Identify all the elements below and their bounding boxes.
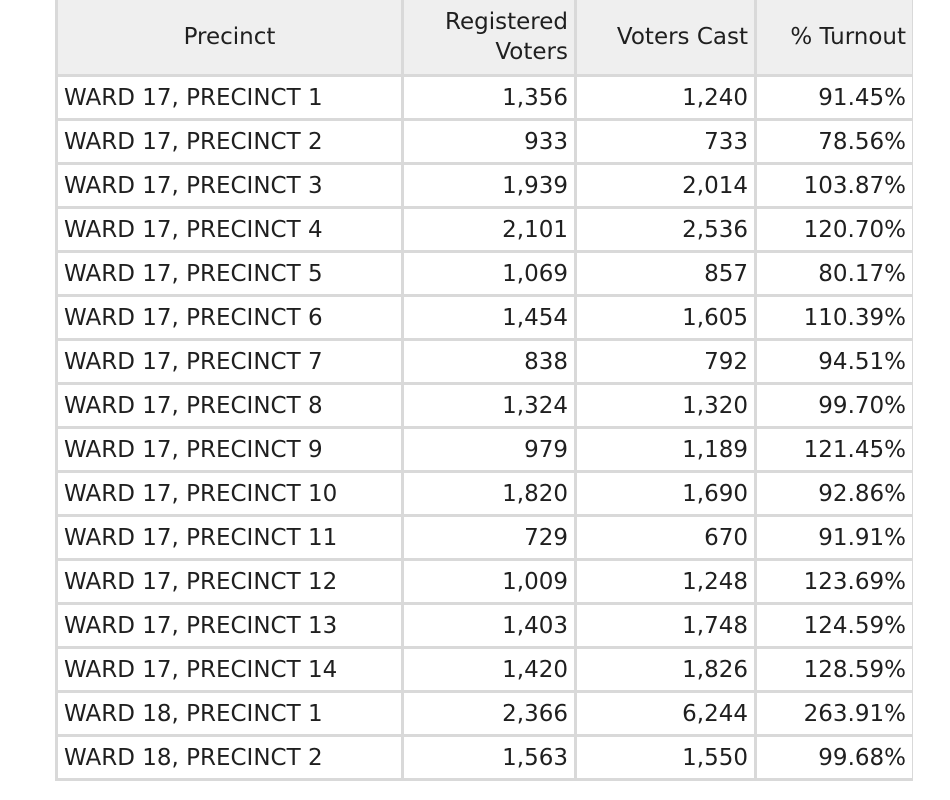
registered-voters-cell: 838 [401, 338, 577, 385]
table-row: WARD 17, PRECINCT 14 1,420 1,826 128.59% [55, 646, 913, 693]
registered-voters-cell: 729 [401, 514, 577, 561]
table-row: WARD 17, PRECINCT 8 1,324 1,320 99.70% [55, 382, 913, 429]
precinct-cell: WARD 17, PRECINCT 2 [55, 118, 404, 165]
table-header: Precinct Registered Voters Voters Cast %… [55, 0, 913, 77]
precinct-cell: WARD 17, PRECINCT 7 [55, 338, 404, 385]
table-row: WARD 18, PRECINCT 2 1,563 1,550 99.68% [55, 734, 913, 781]
table-row: WARD 17, PRECINCT 11 729 670 91.91% [55, 514, 913, 561]
table-row: WARD 18, PRECINCT 1 2,366 6,244 263.91% [55, 690, 913, 737]
turnout-cell: 80.17% [754, 250, 913, 297]
voters-cast-cell: 1,690 [574, 470, 757, 517]
header-turnout: % Turnout [754, 0, 913, 77]
registered-voters-cell: 1,069 [401, 250, 577, 297]
turnout-cell: 121.45% [754, 426, 913, 473]
precinct-cell: WARD 17, PRECINCT 1 [55, 74, 404, 121]
turnout-cell: 263.91% [754, 690, 913, 737]
header-registered-line2: Voters [495, 39, 568, 65]
voters-cast-cell: 2,536 [574, 206, 757, 253]
turnout-cell: 99.68% [754, 734, 913, 781]
precinct-cell: WARD 17, PRECINCT 3 [55, 162, 404, 209]
voters-cast-cell: 6,244 [574, 690, 757, 737]
header-row: Precinct Registered Voters Voters Cast %… [55, 0, 913, 77]
turnout-cell: 94.51% [754, 338, 913, 385]
turnout-cell: 78.56% [754, 118, 913, 165]
registered-voters-cell: 2,366 [401, 690, 577, 737]
table-row: WARD 17, PRECINCT 4 2,101 2,536 120.70% [55, 206, 913, 253]
voters-cast-cell: 1,189 [574, 426, 757, 473]
registered-voters-cell: 1,403 [401, 602, 577, 649]
precinct-cell: WARD 17, PRECINCT 12 [55, 558, 404, 605]
registered-voters-cell: 933 [401, 118, 577, 165]
registered-voters-cell: 1,454 [401, 294, 577, 341]
header-voters-cast: Voters Cast [574, 0, 757, 77]
turnout-cell: 120.70% [754, 206, 913, 253]
precinct-cell: WARD 17, PRECINCT 14 [55, 646, 404, 693]
registered-voters-cell: 2,101 [401, 206, 577, 253]
precinct-cell: WARD 17, PRECINCT 8 [55, 382, 404, 429]
voters-cast-cell: 857 [574, 250, 757, 297]
precinct-cell: WARD 17, PRECINCT 10 [55, 470, 404, 517]
turnout-cell: 110.39% [754, 294, 913, 341]
registered-voters-cell: 1,939 [401, 162, 577, 209]
table-row: WARD 17, PRECINCT 7 838 792 94.51% [55, 338, 913, 385]
header-precinct: Precinct [55, 0, 404, 77]
voters-cast-cell: 1,748 [574, 602, 757, 649]
turnout-cell: 123.69% [754, 558, 913, 605]
registered-voters-cell: 1,820 [401, 470, 577, 517]
turnout-cell: 124.59% [754, 602, 913, 649]
turnout-cell: 92.86% [754, 470, 913, 517]
table-row: WARD 17, PRECINCT 10 1,820 1,690 92.86% [55, 470, 913, 517]
table-row: WARD 17, PRECINCT 13 1,403 1,748 124.59% [55, 602, 913, 649]
precinct-cell: WARD 17, PRECINCT 6 [55, 294, 404, 341]
table-row: WARD 17, PRECINCT 6 1,454 1,605 110.39% [55, 294, 913, 341]
table-row: WARD 17, PRECINCT 12 1,009 1,248 123.69% [55, 558, 913, 605]
table-row: WARD 17, PRECINCT 9 979 1,189 121.45% [55, 426, 913, 473]
registered-voters-cell: 1,009 [401, 558, 577, 605]
table-row: WARD 17, PRECINCT 2 933 733 78.56% [55, 118, 913, 165]
voters-cast-cell: 670 [574, 514, 757, 561]
voters-cast-cell: 792 [574, 338, 757, 385]
voters-cast-cell: 1,240 [574, 74, 757, 121]
voters-cast-cell: 1,550 [574, 734, 757, 781]
table-row: WARD 17, PRECINCT 1 1,356 1,240 91.45% [55, 74, 913, 121]
turnout-cell: 91.45% [754, 74, 913, 121]
turnout-cell: 128.59% [754, 646, 913, 693]
registered-voters-cell: 1,563 [401, 734, 577, 781]
precinct-cell: WARD 18, PRECINCT 1 [55, 690, 404, 737]
table-row: WARD 17, PRECINCT 3 1,939 2,014 103.87% [55, 162, 913, 209]
voters-cast-cell: 1,320 [574, 382, 757, 429]
header-registered-voters: Registered Voters [401, 0, 577, 77]
voters-cast-cell: 1,248 [574, 558, 757, 605]
table-row: WARD 17, PRECINCT 5 1,069 857 80.17% [55, 250, 913, 297]
turnout-cell: 99.70% [754, 382, 913, 429]
precinct-cell: WARD 17, PRECINCT 4 [55, 206, 404, 253]
precinct-cell: WARD 17, PRECINCT 11 [55, 514, 404, 561]
turnout-table: Precinct Registered Voters Voters Cast %… [55, 0, 913, 781]
precinct-cell: WARD 17, PRECINCT 13 [55, 602, 404, 649]
voters-cast-cell: 733 [574, 118, 757, 165]
voters-cast-cell: 1,605 [574, 294, 757, 341]
precinct-cell: WARD 18, PRECINCT 2 [55, 734, 404, 781]
registered-voters-cell: 1,324 [401, 382, 577, 429]
registered-voters-cell: 979 [401, 426, 577, 473]
header-registered-line1: Registered [445, 9, 568, 35]
precinct-cell: WARD 17, PRECINCT 5 [55, 250, 404, 297]
turnout-cell: 103.87% [754, 162, 913, 209]
table-body: WARD 17, PRECINCT 1 1,356 1,240 91.45% WARD … [55, 74, 913, 781]
turnout-cell: 91.91% [754, 514, 913, 561]
voters-cast-cell: 1,826 [574, 646, 757, 693]
registered-voters-cell: 1,420 [401, 646, 577, 693]
voters-cast-cell: 2,014 [574, 162, 757, 209]
precinct-cell: WARD 17, PRECINCT 9 [55, 426, 404, 473]
registered-voters-cell: 1,356 [401, 74, 577, 121]
turnout-table-container: Precinct Registered Voters Voters Cast %… [55, 0, 913, 800]
